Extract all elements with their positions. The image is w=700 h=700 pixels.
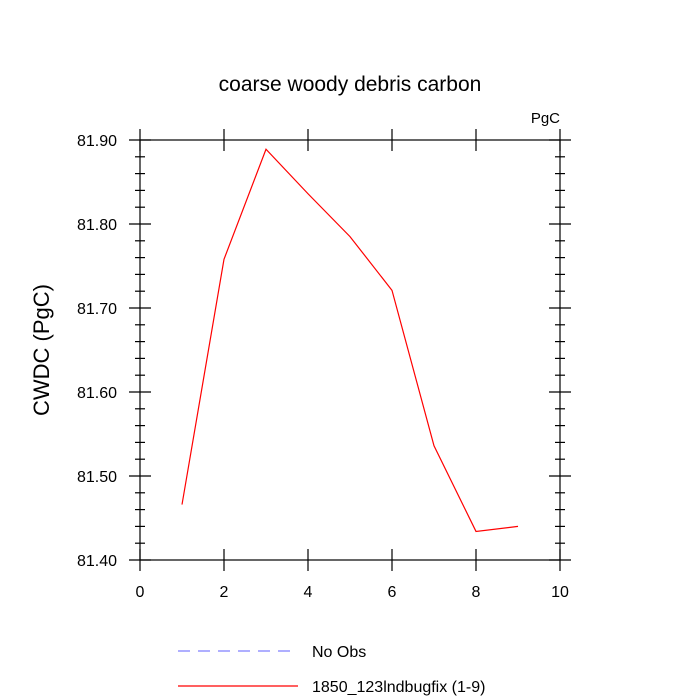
chart-title: coarse woody debris carbon [219, 73, 482, 96]
x-tick-label: 2 [220, 584, 229, 601]
x-tick-label: 4 [304, 584, 313, 601]
series-line-1 [181, 148, 519, 533]
unit-label: PgC [531, 110, 560, 127]
legend: No Obs 1850_123lndbugfix (1-9) [178, 644, 485, 696]
legend-label-0: No Obs [312, 644, 366, 661]
legend-label-1: 1850_123lndbugfix (1-9) [312, 679, 485, 696]
x-tick-label: 10 [551, 584, 569, 601]
y-tick-label: 81.80 [77, 217, 117, 234]
y-tick-label: 81.50 [77, 469, 117, 486]
y-tick-label: 81.40 [77, 553, 117, 570]
y-tick-label: 81.90 [77, 133, 117, 150]
y-axis-label: CWDC (PgC) [29, 284, 54, 416]
plot-frame [139, 139, 561, 561]
x-tick-label: 8 [472, 584, 481, 601]
x-tick-label: 6 [388, 584, 397, 601]
y-tick-label: 81.70 [77, 301, 117, 318]
tick-labels: 0 2 4 6 8 10 81.40 81.50 81.60 81.70 81.80 81.90 [77, 133, 569, 601]
axis-ticks [129, 129, 571, 571]
series-lines [181, 148, 519, 533]
y-tick-label: 81.60 [77, 385, 117, 402]
x-tick-label: 0 [136, 584, 145, 601]
